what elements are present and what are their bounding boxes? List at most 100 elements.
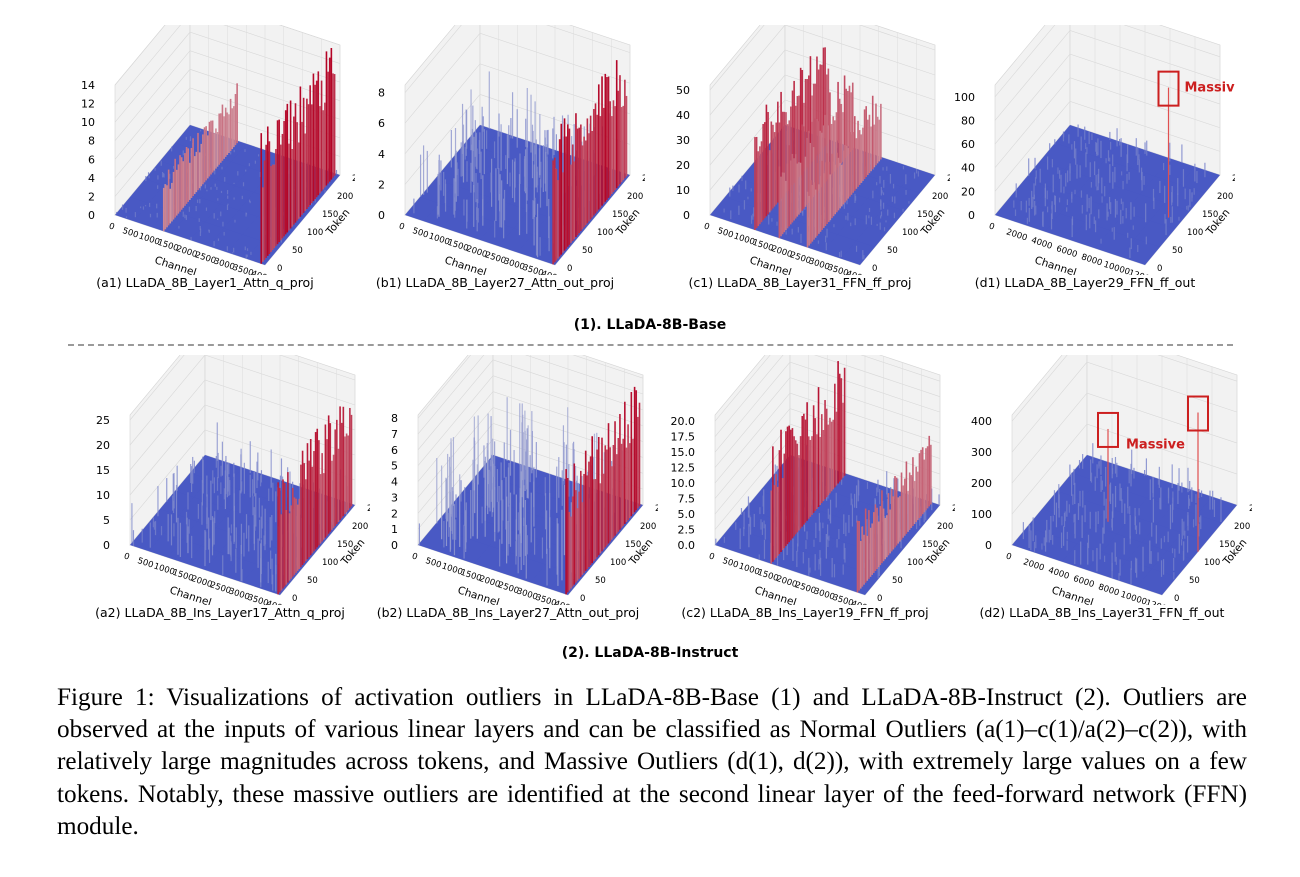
group-title-base: (1). LLaDA-8B-Base [573,317,727,333]
plot-panel-d1: Massive020406080100020004000600080001000… [935,25,1235,290]
y-tick-label: 200 [337,192,353,202]
x-tick-label: 10000 [1119,590,1148,605]
x-tick-label: 0 [397,222,405,233]
panel-caption-b2: (b2) LLaDA_8B_Ins_Layer27_Attn_out_proj [376,605,640,620]
surface-base [995,125,1220,265]
surface-plot-a2: 0510152025050010001500200025003000350040… [96,355,370,605]
plot-panel-b1: 0246805001000150020002500300035004000Cha… [345,25,645,290]
z-axis: 0.0 2.5 5.0 7.5 10.0 12.5 15.0 17.5 20.0 [671,415,696,552]
z-tick-label: 60 [961,138,975,151]
z-gridline [129,355,356,446]
z-axis: 0 2 4 6 8 10 12 14 [81,79,95,222]
z-tick-label: 80 [961,114,975,127]
surface [418,386,643,595]
x-tick-label: 12000 [1144,598,1173,605]
z-tick-label: 5.0 [678,508,696,521]
plot-panel-a1: 0246810121405001000150020002500300035004… [55,25,355,290]
z-tick-label: 15 [96,464,110,477]
massive-label: Massive [1185,81,1236,96]
massive-box [1187,395,1209,432]
y-tick-label: 100 [1204,558,1220,568]
z-tick-label: 0 [985,539,992,552]
y-tick-label: 150 [917,210,933,220]
y-tick-label: 0 [567,264,572,274]
z-gridline [714,355,941,422]
x-tick-label: 4000 [1047,566,1071,582]
x-tick-label: 500 [716,226,735,241]
surface [715,361,940,595]
x-tick-label: 4000 [1030,236,1054,252]
z-tick-label: 2 [391,507,398,520]
x-tick-label: 2000 [1022,557,1046,573]
y-tick-label: 200 [932,192,948,202]
y-tick-label: 0 [1157,264,1162,274]
y-tick-label: 100 [597,228,613,238]
surface [405,60,630,265]
z-gridline [417,355,644,435]
x-tick-label: 4000 [250,269,274,275]
z-gridline [417,355,644,419]
panel-caption-a2: (a2) LLaDA_8B_Ins_Layer17_Attn_q_proj [95,605,345,620]
z-tick-label: 10 [96,489,110,502]
z-gridline [114,25,341,104]
surface-plot-d2: Massive010020030040002000400060008000100… [971,355,1252,605]
z-tick-label: 0 [391,539,398,552]
y-tick-label: 100 [307,228,323,238]
x-tick-label: 500 [136,556,155,571]
x-tick-label: 4000 [850,599,874,605]
surface [130,406,355,595]
panel-caption-d1: (d1) LLaDA_8B_Layer29_FFN_ff_out [974,275,1196,290]
z-tick-label: 0 [968,209,975,222]
section-divider [68,344,1233,346]
y-tick-label: 200 [352,522,368,532]
z-tick-label: 6 [391,444,398,457]
z-tick-label: 100 [971,508,992,521]
y-tick-label: 100 [322,558,338,568]
y-tick-label: 150 [1202,210,1218,220]
z-tick-label: 10 [81,116,95,129]
z-tick-label: 5 [391,460,398,473]
z-tick-label: 20 [676,159,690,172]
panel-caption-c2: (c2) LLaDA_8B_Ins_Layer19_FFN_ff_proj [681,605,929,620]
x-tick-label: 0 [702,222,710,233]
x-tick-label: 12000 [1127,268,1156,275]
z-tick-label: 6 [378,117,385,130]
y-tick-label: 250 [642,174,645,184]
figure-caption: Figure 1: Visualizations of activation o… [57,684,1247,840]
y-tick-label: 150 [612,210,628,220]
z-tick-label: 12.5 [671,462,696,475]
z-tick-label: 12 [81,98,95,111]
x-tick-label: 0 [1004,552,1012,563]
panel-caption-c1: (c1) LLaDA_8B_Layer31_FFN_ff_proj [688,275,912,290]
panel-caption-d2: (d2) LLaDA_8B_Ins_Layer31_FFN_ff_out [979,605,1225,620]
x-tick-label: 4000 [540,269,564,275]
y-tick-label: 0 [1174,594,1179,604]
y-tick-label: 150 [322,210,338,220]
panel-caption-a1: (a1) LLaDA_8B_Layer1_Attn_q_proj [96,275,314,290]
y-tick-label: 200 [1217,192,1233,202]
plot-panel-a2: 0510152025050010001500200025003000350040… [70,355,370,620]
x-tick-label: 0 [410,552,418,563]
x-tick-label: 0 [107,222,115,233]
z-axis: 0 1 2 3 4 5 6 7 8 [391,412,398,552]
y-tick-label: 0 [277,264,282,274]
massive-box [1157,70,1180,107]
z-tick-label: 400 [971,415,992,428]
x-tick-label: 0 [707,552,715,563]
z-tick-label: 50 [676,84,690,97]
surface-plot-b2: 0123456780500100015002000250030003500400… [391,355,658,605]
z-axis: 0 20 40 60 80 100 [954,91,975,222]
z-tick-label: 7.5 [678,493,696,506]
massive-box [1097,411,1119,448]
y-tick-label: 0 [580,594,585,604]
x-tick-label: 4000 [553,599,577,605]
y-tick-label: 50 [582,246,593,256]
z-tick-label: 0 [103,539,110,552]
z-tick-label: 8 [378,87,385,100]
y-tick-label: 50 [1172,246,1183,256]
z-gridline [114,25,341,86]
z-tick-label: 14 [81,79,95,92]
surface-plot-d1: Massive020406080100020004000600080001000… [954,25,1236,275]
y-tick-label: 250 [952,504,955,514]
y-tick-label: 50 [307,576,318,586]
